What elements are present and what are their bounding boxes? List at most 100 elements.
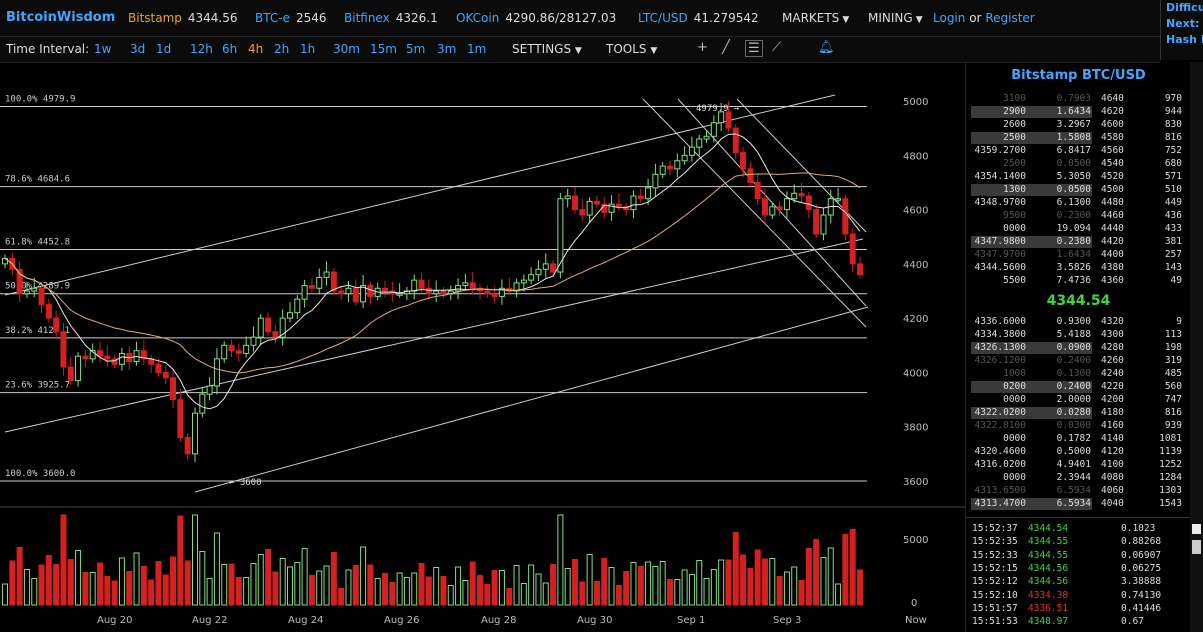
candle-body xyxy=(177,399,184,439)
trade-price: 4344.55 xyxy=(1028,549,1069,561)
y-tick-label: 4600 xyxy=(903,206,928,217)
candle-body xyxy=(250,336,257,346)
volume-bar xyxy=(16,547,23,606)
down-channel-line xyxy=(677,98,867,307)
volume-bar xyxy=(23,569,30,606)
y-tick-label: 4200 xyxy=(903,314,928,325)
trades-scrollbar[interactable] xyxy=(1190,62,1203,632)
orderbook-row: 3100 0.7903 4640 970 xyxy=(966,93,1191,106)
hline-tool-icon[interactable]: ☰ xyxy=(745,40,763,57)
orderbook-price: 4520 xyxy=(1101,171,1124,182)
volume-bar xyxy=(184,560,191,606)
orderbook-sum: 2600 xyxy=(1003,119,1026,130)
scroll-up-arrow[interactable] xyxy=(1192,524,1201,534)
orderbook-price: 4080 xyxy=(1101,472,1124,483)
scroll-thumb[interactable] xyxy=(1192,540,1201,554)
interval-3d[interactable]: 3d xyxy=(130,42,146,56)
orderbook-row: 4354.1400 5.3050 4520 571 xyxy=(966,171,1191,184)
volume-bar xyxy=(272,571,279,606)
markets-menu[interactable]: MARKETS ▼ xyxy=(782,11,850,25)
price-chart[interactable]: 5000 4800 4600 4400 4200 4000 3800 3600 100.0% 4… xyxy=(0,62,965,632)
volume-tick-label: 0 xyxy=(911,598,917,609)
orderbook-amount: 1.5808 xyxy=(1056,132,1091,143)
volume-bar xyxy=(389,582,396,606)
candle-body xyxy=(550,263,557,273)
ticker-3[interactable]: OKCoin 4290.86/28127.03 xyxy=(456,11,616,25)
candle-body xyxy=(382,287,388,292)
interval-1h[interactable]: 1h xyxy=(300,42,316,56)
orderbook-amount: 3.5826 xyxy=(1056,262,1091,273)
register-link[interactable]: Register xyxy=(985,11,1035,25)
interval-15m[interactable]: 15m xyxy=(370,42,397,56)
top-bar: BitcoinWisdom MARKETS ▼ MINING ▼ Login or … xyxy=(0,0,1160,36)
ticker-2[interactable]: Bitfinex 4326.1 xyxy=(344,11,438,25)
orderbook-amount: 0.0900 xyxy=(1056,342,1091,353)
candle-body xyxy=(542,263,549,270)
interval-5m[interactable]: 5m xyxy=(406,42,426,56)
volume-bar xyxy=(688,574,695,606)
ticker-0[interactable]: Bitstamp 4344.56 xyxy=(128,11,238,25)
crosshair-icon[interactable]: + xyxy=(697,40,708,55)
interval-1w[interactable]: 1w xyxy=(94,42,112,56)
orderbook-price: 4380 xyxy=(1101,262,1124,273)
orderbook-price: 4140 xyxy=(1101,433,1124,444)
volume-bar xyxy=(703,578,710,606)
volume-bar xyxy=(199,551,206,606)
orderbook-sum: 4334.3800 xyxy=(974,329,1026,340)
x-tick-label: Now xyxy=(905,615,927,626)
trade-price: 4344.54 xyxy=(1028,523,1069,534)
candle-body xyxy=(440,290,447,295)
orderbook-sum: 4320.4600 xyxy=(974,446,1026,457)
orderbook-sum: 2500 xyxy=(1003,158,1026,169)
volume-bar xyxy=(440,576,447,606)
interval-6h[interactable]: 6h xyxy=(222,42,238,56)
candle-body xyxy=(31,287,38,292)
orderbook-row: 4313.4700 6.5934 4040 1543 xyxy=(966,498,1191,511)
interval-2h[interactable]: 2h xyxy=(274,42,290,56)
orderbook-price: 4220 xyxy=(1101,381,1124,392)
ticker-1[interactable]: BTC-e 2546 xyxy=(255,11,327,25)
alert-bell-icon[interactable]: 🔔︎ xyxy=(818,40,835,55)
orderbook-sum: 0000 xyxy=(1003,472,1026,483)
line-tool-icon[interactable]: ╱ xyxy=(722,40,730,55)
orderbook-total: 433 xyxy=(1164,223,1182,234)
orderbook-price: 4500 xyxy=(1101,184,1124,195)
fib-tool-icon[interactable]: ⟋ xyxy=(772,40,782,55)
orderbook-price: 4180 xyxy=(1101,407,1124,418)
interval-12h[interactable]: 12h xyxy=(190,42,213,56)
interval-30m[interactable]: 30m xyxy=(333,42,360,56)
interval-1m[interactable]: 1m xyxy=(467,42,487,56)
mining-menu[interactable]: MINING ▼ xyxy=(868,11,923,25)
orderbook-row: 0200 0.2400 4220 560 xyxy=(966,381,1191,394)
candle-body xyxy=(513,282,520,292)
candle-body xyxy=(75,355,82,382)
candle-body xyxy=(228,344,235,352)
interval-4h[interactable]: 4h xyxy=(248,42,264,56)
volume-bar xyxy=(250,563,257,606)
tools-menu[interactable]: TOOLS ▼ xyxy=(606,42,658,56)
candle-body xyxy=(659,165,666,175)
volume-bar xyxy=(579,581,586,606)
trade-volume: 0.1023 xyxy=(1121,523,1156,534)
orderbook-price: 4600 xyxy=(1101,119,1124,130)
candle-body xyxy=(615,203,622,208)
orderbook-total: 816 xyxy=(1164,407,1182,418)
candle-body xyxy=(352,287,359,303)
orderbook-row: 4347.9700 1.6434 4400 257 xyxy=(966,249,1191,262)
volume-bar xyxy=(403,577,410,606)
interval-3m[interactable]: 3m xyxy=(437,42,457,56)
row-highlight xyxy=(971,407,1092,419)
brand-logo[interactable]: BitcoinWisdom xyxy=(6,10,116,25)
trade-price: 4344.55 xyxy=(1028,536,1069,548)
x-tick-label: Sep 1 xyxy=(677,615,705,626)
volume-bar xyxy=(857,569,863,606)
orderbook-total: 143 xyxy=(1164,262,1182,273)
login-link[interactable]: Login xyxy=(933,11,966,25)
orderbook-sum: 4326.1200 xyxy=(974,355,1026,366)
orderbook-amount: 0.1300 xyxy=(1056,368,1091,379)
settings-menu[interactable]: SETTINGS ▼ xyxy=(512,42,582,56)
orderbook-amount: 0.2380 xyxy=(1056,236,1091,247)
interval-1d[interactable]: 1d xyxy=(156,42,172,56)
ticker-4[interactable]: LTC/USD 41.279542 xyxy=(638,11,759,25)
volume-bar xyxy=(126,571,133,606)
